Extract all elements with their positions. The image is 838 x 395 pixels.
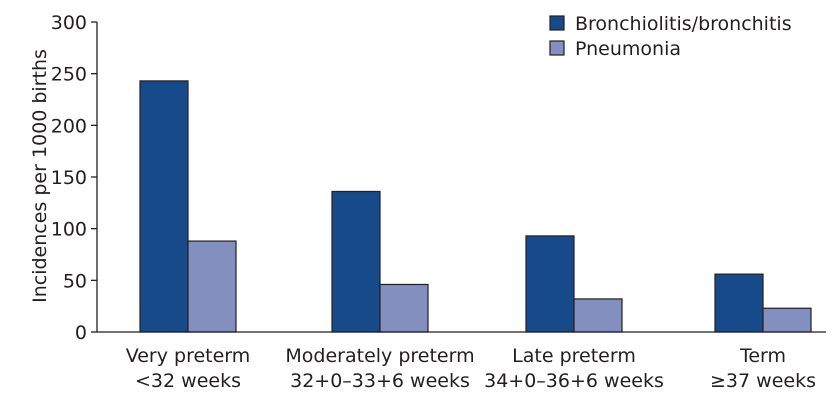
y-axis-label: Incidences per 1000 births — [29, 49, 51, 303]
bronchiolitis-bar — [331, 190, 381, 333]
x-axis-categories: Very preterm <32 weeks Moderately preterm 3… — [126, 345, 816, 392]
legend-label: Pneumonia — [575, 38, 681, 60]
pneumonia-bar — [573, 298, 623, 333]
legend-swatch — [549, 40, 565, 56]
legend-swatch — [549, 15, 565, 31]
bronchiolitis-bar — [525, 235, 575, 333]
x-category-label: Late preterm — [512, 345, 636, 367]
x-category-label: Moderately preterm — [285, 345, 474, 367]
legend-label: Bronchiolitis/bronchitis — [575, 13, 792, 35]
y-axis-label-group: Incidences per 1000 births — [29, 49, 51, 303]
y-tick-label: 0 — [75, 322, 87, 344]
bars — [139, 80, 812, 333]
y-tick-label: 100 — [51, 219, 87, 241]
y-tick-label: 300 — [51, 12, 87, 34]
pneumonia-bar — [762, 307, 812, 333]
y-tick-label: 150 — [51, 167, 87, 189]
x-category-label: 32+0–33+6 weeks — [290, 370, 470, 392]
x-category-label: Very preterm — [126, 345, 251, 367]
legend: Bronchiolitis/bronchitis Pneumonia — [549, 13, 792, 60]
y-axis-ticks: 0 50 100 150 200 250 300 — [51, 12, 97, 344]
x-category-label: 34+0–36+6 weeks — [484, 370, 664, 392]
x-category-label: <32 weeks — [135, 370, 241, 392]
bronchiolitis-bar — [714, 273, 764, 333]
y-tick-label: 200 — [51, 115, 87, 137]
x-category-label: ≥37 weeks — [710, 370, 816, 392]
y-tick-label: 50 — [63, 270, 87, 292]
bronchiolitis-bar — [139, 80, 189, 333]
x-category-label: Term — [739, 345, 786, 367]
y-tick-label: 250 — [51, 64, 87, 86]
pneumonia-bar — [187, 240, 237, 333]
axes — [96, 22, 826, 333]
pneumonia-bar — [379, 283, 429, 333]
